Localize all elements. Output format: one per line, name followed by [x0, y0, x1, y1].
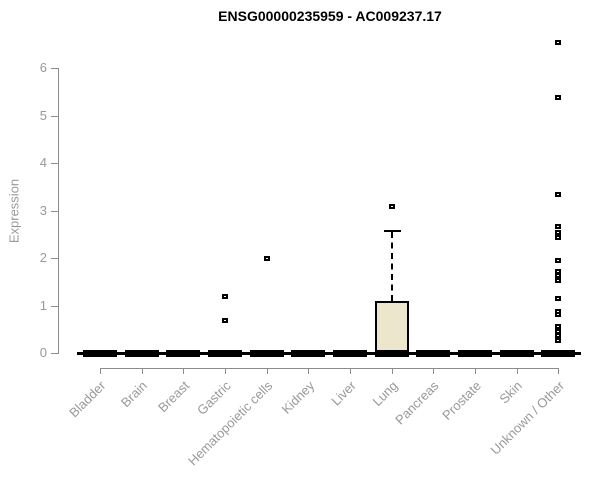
x-axis-tick [391, 368, 393, 374]
outlier-point-hole [557, 96, 560, 98]
outlier-point [555, 191, 562, 197]
outlier-point-hole [557, 280, 560, 282]
x-axis-tick [433, 368, 435, 374]
outlier-point-hole [557, 330, 560, 332]
y-tick-label: 0 [39, 345, 47, 360]
outlier-point-hole [557, 311, 560, 313]
y-tick-label: 2 [39, 250, 47, 265]
median-line [333, 350, 367, 357]
x-tick-label: Pancreas [392, 378, 442, 428]
x-axis-line [100, 368, 560, 369]
outlier-point-hole [557, 41, 560, 43]
outlier-point-hole [557, 193, 560, 195]
median-line [83, 350, 117, 357]
median-line [291, 350, 326, 357]
outlier-point-hole [557, 326, 560, 328]
outlier-point-hole [557, 226, 560, 228]
whisker-cap [383, 229, 401, 232]
y-axis-tick [51, 258, 58, 259]
x-axis-tick [350, 368, 351, 374]
x-axis-tick [100, 368, 101, 374]
x-tick-label: Brain [118, 378, 151, 411]
box [374, 300, 409, 356]
median-line [499, 350, 534, 357]
y-tick-label: 1 [39, 297, 47, 313]
median-line [166, 350, 201, 357]
x-tick-label: Kidney [278, 378, 317, 417]
outlier-point-hole [224, 319, 226, 321]
x-axis-tick [516, 368, 518, 374]
median-line [208, 350, 242, 357]
y-axis-tick [51, 210, 58, 212]
x-tick-label: Prostate [438, 378, 484, 423]
outlier-point-hole [557, 270, 560, 272]
y-axis-line [58, 68, 59, 354]
median-line [541, 350, 576, 357]
y-tick-label: 5 [39, 107, 47, 123]
outlier-point-hole [557, 334, 560, 336]
outlier-point [222, 294, 228, 299]
outlier-point [388, 203, 395, 209]
outlier-point [555, 312, 562, 318]
outlier-point-hole [557, 297, 560, 299]
x-tick-label: Skin [496, 378, 526, 407]
outlier-point [555, 268, 562, 274]
y-axis-tick [51, 163, 58, 164]
outlier-point [555, 309, 562, 315]
outlier-point [555, 332, 562, 338]
outlier-point-hole [557, 237, 560, 239]
x-axis-tick [183, 368, 185, 374]
outlier-point [555, 39, 562, 45]
x-axis-tick [558, 368, 560, 374]
y-tick-label: 3 [39, 202, 47, 218]
outlier-point-hole [557, 314, 560, 316]
x-axis-tick [266, 368, 268, 374]
x-tick-label: Unknown / Other [487, 378, 567, 458]
outlier-point [263, 256, 270, 261]
outlier-point [555, 324, 562, 330]
x-tick-label: Breast [154, 378, 192, 416]
x-axis-tick [475, 368, 476, 374]
outlier-point-hole [557, 339, 560, 341]
outlier-point [555, 235, 562, 241]
outlier-point-hole [557, 231, 560, 233]
whisker-line [390, 231, 393, 301]
outlier-point [555, 337, 562, 343]
y-tick-label: 4 [39, 155, 47, 170]
outlier-point [555, 278, 562, 284]
x-tick-label: Bladder [66, 378, 109, 421]
outlier-point-hole [557, 275, 560, 277]
x-tick-label: Lung [369, 378, 401, 410]
outlier-point [222, 317, 228, 323]
outlier-point-hole [265, 258, 268, 259]
median-line [249, 350, 284, 357]
y-axis-tick [51, 305, 58, 307]
outlier-point-hole [224, 296, 226, 297]
outlier-point [555, 224, 562, 230]
x-axis-tick [225, 368, 226, 374]
outlier-point-hole [390, 205, 393, 207]
x-axis-tick [141, 368, 143, 374]
outlier-point [555, 229, 562, 235]
y-axis-tick [51, 353, 58, 354]
outlier-point [555, 295, 562, 301]
outlier-point [555, 273, 562, 279]
outlier-point [555, 257, 562, 263]
outlier-point [555, 328, 562, 334]
chart-title: ENSG00000235959 - AC009237.17 [218, 8, 442, 24]
median-line [374, 350, 409, 357]
median-line [124, 350, 159, 357]
x-axis-tick [308, 368, 310, 374]
y-axis-tick [51, 68, 58, 69]
x-tick-label: Gastric [193, 378, 234, 418]
median-line [416, 350, 451, 357]
y-axis-tick [51, 115, 58, 117]
median-line [458, 350, 492, 357]
x-tick-label: Liver [328, 378, 359, 409]
y-tick-label: 6 [39, 60, 47, 75]
outlier-point [555, 94, 562, 100]
outlier-point-hole [557, 259, 560, 261]
